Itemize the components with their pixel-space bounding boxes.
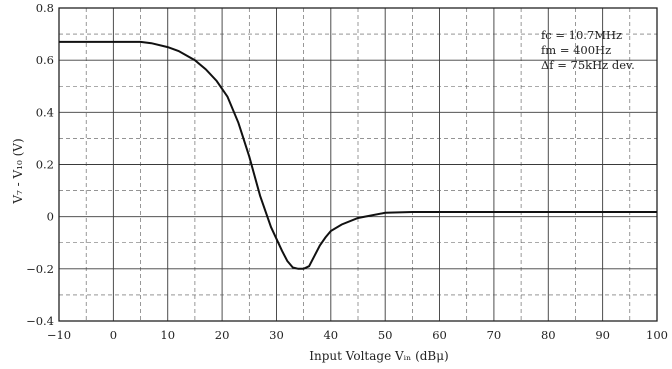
x-tick-label: 10 [160,328,175,342]
x-axis-label: Input Voltage Vᵢₙ (dBμ) [309,349,448,363]
y-tick-label: 0.8 [36,1,54,15]
y-tick-label: 0 [47,210,54,224]
tick-labels: −10 0 10 20 30 40 50 60 70 80 90 100 0.8 0.6 0.4 0.2 0 −0… [26,1,668,342]
y-tick-label: 0.4 [36,105,54,119]
plot-frame [58,7,658,322]
x-tick-label: −10 [47,328,71,342]
x-tick-label: 70 [487,328,502,342]
x-tick-label: 20 [215,328,230,342]
grid [59,8,657,321]
x-tick-label: 100 [646,328,668,342]
y-tick-label: 0.6 [36,53,54,67]
annotation-fc: fc = 10.7MHz [541,28,622,42]
x-tick-label: 80 [541,328,556,342]
x-tick-label: 90 [595,328,610,342]
x-tick-label: 50 [378,328,393,342]
annotation-fm: fm = 400Hz [541,43,611,57]
x-tick-label: 30 [269,328,284,342]
y-tick-label: 0.2 [36,158,54,172]
series-line [59,40,657,270]
x-tick-label: 0 [110,328,117,342]
y-tick-label: −0.4 [26,314,54,328]
annotation-deviation: Δf = 75kHz dev. [541,58,635,72]
y-tick-label: −0.2 [26,262,54,276]
x-tick-label: 60 [432,328,447,342]
x-tick-label: 40 [323,328,338,342]
annotation-box: fc = 10.7MHz fm = 400Hz Δf = 75kHz dev. [541,28,635,72]
y-axis-label: V₇ - V₁₀ (V) [11,138,25,204]
